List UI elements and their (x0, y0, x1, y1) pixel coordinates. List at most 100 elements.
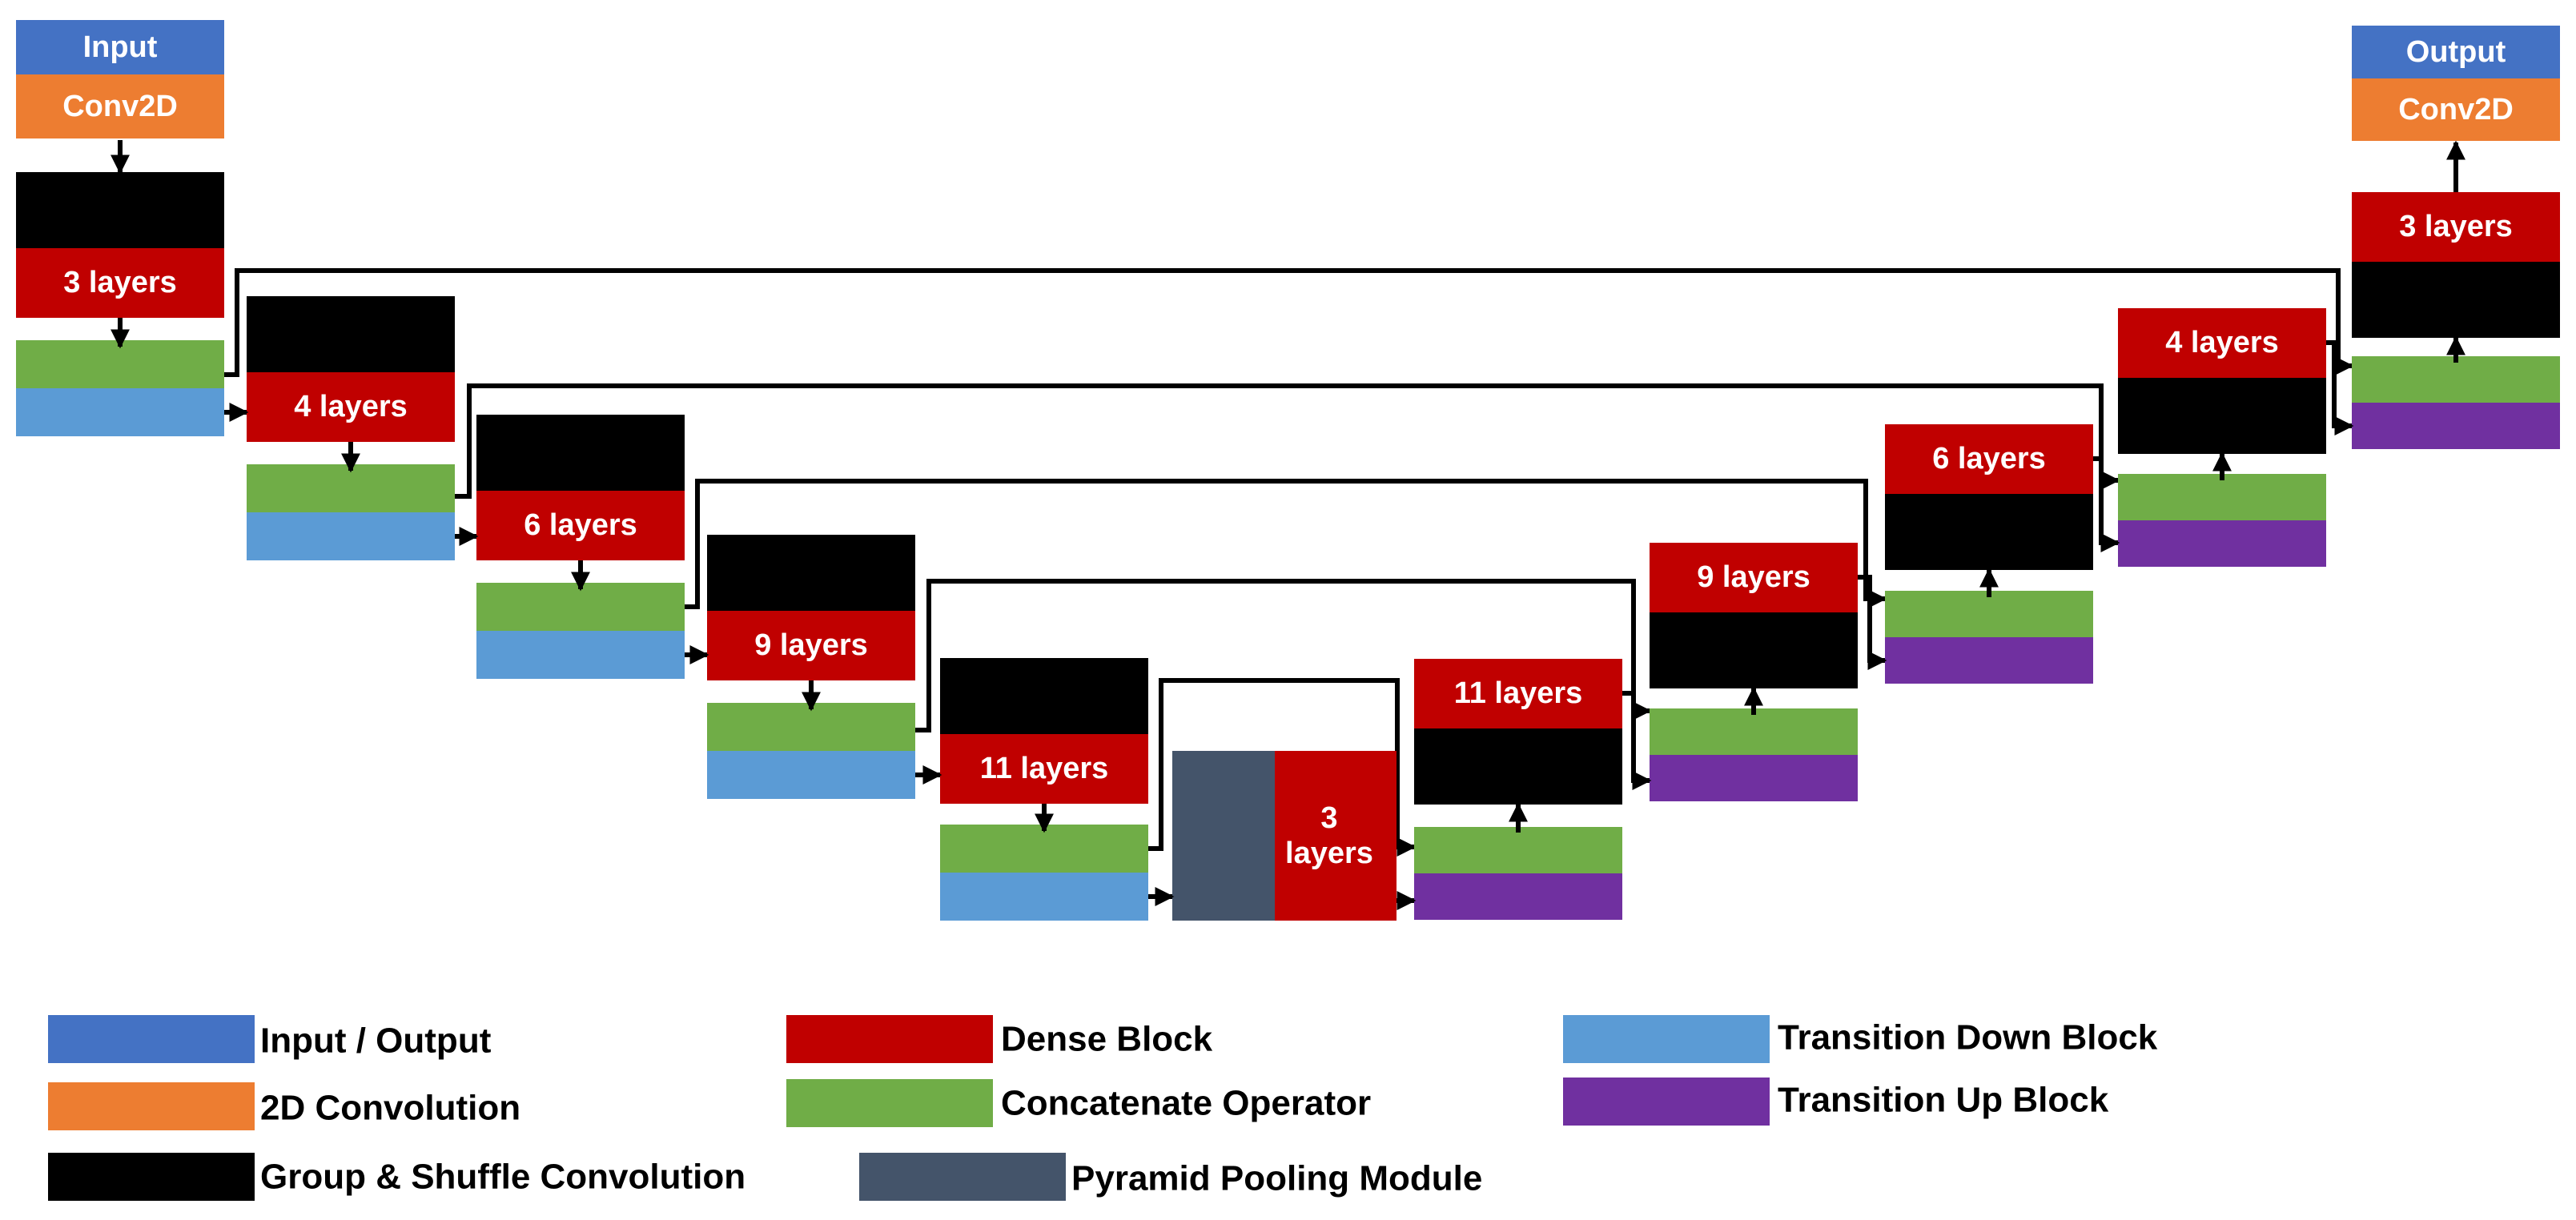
legend-swatch (48, 1082, 255, 1130)
group-shuffle-box (476, 415, 685, 491)
skip-connection-level-4 (915, 579, 1652, 732)
legend-item-transition-up-block: Transition Up Block (1563, 1078, 2109, 1126)
group-shuffle-box (940, 658, 1148, 734)
transition-up-box (2352, 403, 2560, 449)
concat-box (1650, 708, 1858, 755)
output-conv2d-label: Conv2D (2398, 93, 2514, 126)
legend-swatch (786, 1079, 993, 1127)
dense-block (1414, 659, 1622, 728)
skip-connection-level-2 (455, 383, 2120, 499)
group-shuffle-box (707, 535, 915, 611)
concat-box (707, 703, 915, 751)
legend-label: Pyramid Pooling Module (1071, 1159, 1482, 1198)
concat-box (16, 340, 224, 388)
legend-label: 2D Convolution (260, 1089, 520, 1128)
dense-block (940, 734, 1148, 804)
legend-item-concatenate-operator: Concatenate Operator (786, 1079, 1371, 1127)
decoder-block-3: 6 layers (1885, 424, 2093, 684)
legend-swatch (1563, 1015, 1770, 1063)
output-conv2d-box (2352, 78, 2560, 141)
dense-block-label: 3 layers (2399, 210, 2513, 243)
group-shuffle-box (247, 296, 455, 372)
dense-block (247, 372, 455, 442)
concat-box (940, 825, 1148, 873)
legend-label: Input / Output (260, 1021, 492, 1061)
output-stage: Output Conv2D (2352, 26, 2560, 141)
concat-box (2352, 356, 2560, 403)
concat-box (476, 583, 685, 631)
concat-box (247, 464, 455, 512)
arrow-decoder-4-to-5 (2326, 340, 2354, 435)
legend-swatch (48, 1153, 255, 1201)
arrow-decoder-3-to-4 (2093, 456, 2120, 552)
input-label: Input (83, 30, 158, 64)
concat-box (2118, 474, 2326, 520)
dense-block-label-line2: layers (1285, 837, 1373, 870)
legend-item-group-shuffle-convolution: Group & Shuffle Convolution (48, 1153, 745, 1201)
skip-connections (224, 268, 2354, 857)
dense-block (1650, 543, 1858, 612)
dense-block (2118, 308, 2326, 378)
legend-label: Dense Block (1001, 1020, 1213, 1059)
flow-arrows (111, 140, 2465, 910)
transition-up-box (1650, 755, 1858, 801)
bottleneck: 3 layers (1172, 751, 1397, 921)
output-label: Output (2406, 35, 2506, 69)
legend-swatch (1563, 1078, 1770, 1126)
transition-down-box (16, 388, 224, 436)
legend: Input / Output 2D Convolution Group & Sh… (48, 1015, 2158, 1201)
skip-connection-level-5 (1148, 678, 1417, 857)
legend-item-2d-convolution: 2D Convolution (48, 1082, 520, 1130)
group-shuffle-box (16, 172, 224, 248)
dense-block (1275, 751, 1397, 921)
legend-item-pyramid-pooling-module: Pyramid Pooling Module (859, 1153, 1482, 1201)
skip-connection-level-1 (224, 268, 2354, 377)
dense-block-label: 4 layers (294, 390, 408, 423)
transition-up-box (1885, 637, 2093, 684)
group-shuffle-box (1650, 612, 1858, 688)
decoder-block-1: 11 layers (1414, 659, 1622, 920)
legend-label: Transition Down Block (1778, 1018, 2158, 1057)
input-stage: Input Conv2D (16, 20, 224, 138)
dense-block (16, 248, 224, 318)
transition-down-box (940, 873, 1148, 921)
transition-up-box (2118, 520, 2326, 567)
input-conv2d-label: Conv2D (62, 90, 178, 123)
dense-block-label-line1: 3 (1320, 801, 1337, 835)
dense-block-label: 11 layers (980, 752, 1109, 785)
input-box (16, 20, 224, 74)
dense-block (707, 611, 915, 680)
group-shuffle-box (1885, 494, 2093, 570)
dense-block-label: 9 layers (754, 628, 868, 662)
encoder-block-4: 9 layers (707, 535, 915, 799)
transition-down-box (476, 631, 685, 679)
dense-block-label: 6 layers (1932, 442, 2046, 476)
legend-item-transition-down-block: Transition Down Block (1563, 1015, 2158, 1063)
encoder-block-1: 3 layers (16, 172, 224, 436)
legend-label: Transition Up Block (1778, 1081, 2109, 1120)
concat-box (1885, 591, 2093, 637)
dense-block-label: 3 layers (63, 266, 177, 299)
legend-swatch (786, 1015, 993, 1063)
encoder-block-2: 4 layers (247, 296, 455, 560)
encoder-block-3: 6 layers (476, 415, 685, 679)
input-conv2d-box (16, 74, 224, 138)
dense-block-label: 11 layers (1454, 676, 1583, 710)
pyramid-pooling-box (1172, 751, 1275, 921)
concat-box (1414, 827, 1622, 873)
dense-block (1885, 424, 2093, 494)
decoder-block-2: 9 layers (1650, 543, 1858, 801)
encoder-block-5: 11 layers (940, 658, 1148, 921)
legend-item-input-output: Input / Output (48, 1015, 492, 1063)
dense-block-label: 4 layers (2165, 326, 2279, 359)
legend-label: Concatenate Operator (1001, 1084, 1371, 1123)
group-shuffle-box (2352, 262, 2560, 338)
dense-block (476, 491, 685, 560)
decoder-block-5: 3 layers (2352, 192, 2560, 449)
arrow-decoder-2-to-3 (1858, 575, 1887, 670)
output-box (2352, 26, 2560, 78)
legend-swatch (859, 1153, 1066, 1201)
dense-block-label: 9 layers (1697, 560, 1810, 594)
legend-label: Group & Shuffle Convolution (260, 1158, 745, 1197)
